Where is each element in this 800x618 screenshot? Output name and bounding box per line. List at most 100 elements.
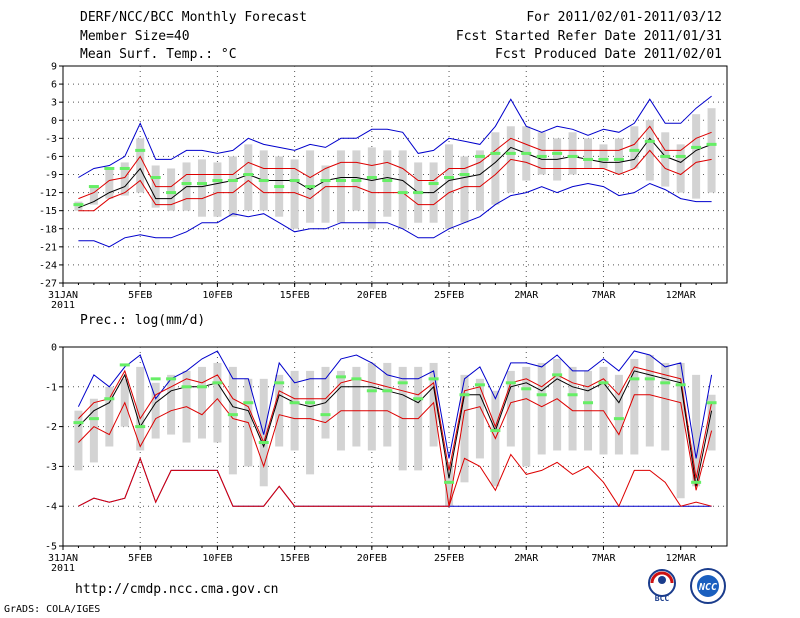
temp-y-tick-label: -3 — [45, 134, 57, 145]
prec-spread-box — [228, 366, 237, 475]
temp-spread-box — [661, 132, 670, 187]
prec-spread-box — [475, 378, 484, 459]
temp-observed-marker — [335, 179, 346, 183]
temp-observed-marker — [459, 173, 470, 176]
prec-observed-marker — [536, 393, 547, 397]
prec-spread-box — [352, 366, 361, 447]
temp-observed-marker — [243, 173, 254, 176]
temp-spread-box — [89, 186, 98, 205]
prec-spread-box — [151, 382, 160, 439]
prec-observed-marker — [521, 387, 532, 391]
prec-observed-marker — [181, 385, 192, 389]
prec-spread-box — [553, 358, 562, 451]
prec-spread-box — [661, 362, 670, 451]
temp-spread-box — [692, 114, 701, 199]
temp-observed-marker — [444, 176, 455, 180]
bcc-logo-globe — [658, 576, 666, 584]
temp-observed-marker — [227, 179, 238, 183]
prec-x-tick-label: 7MAR — [591, 553, 616, 564]
temp-observed-marker — [428, 182, 439, 186]
prec-observed-marker — [706, 401, 717, 405]
forecast-produced-date: Fcst Produced Date 2011/02/01 — [495, 47, 722, 62]
temp-observed-marker — [552, 151, 563, 155]
prec-observed-marker — [335, 375, 346, 379]
temp-y-tick-label: 3 — [51, 98, 57, 109]
temp-spread-box — [197, 159, 206, 217]
prec-observed-marker — [150, 377, 161, 381]
temp-observed-marker — [320, 179, 331, 183]
temp-observed-marker — [521, 151, 532, 155]
prec-observed-marker — [691, 480, 702, 484]
temp-spread-box — [568, 132, 577, 175]
prec-observed-marker — [505, 381, 516, 385]
temp-spread-box — [290, 159, 299, 229]
temp-spread-box — [614, 138, 623, 175]
temp-observed-marker — [289, 179, 300, 183]
bcc-logo-arc — [650, 571, 674, 584]
temp-observed-marker — [258, 179, 269, 183]
prec-y-tick-label: -2 — [45, 422, 57, 433]
temp-observed-marker — [706, 142, 717, 146]
temp-observed-marker — [104, 166, 115, 170]
temp-observed-marker — [397, 191, 408, 195]
temp-observed-marker — [644, 139, 655, 143]
prec-spread-box — [676, 362, 685, 499]
prec-x-tick-label: 31JAN — [48, 553, 78, 564]
prec-observed-marker — [119, 363, 130, 367]
temp-spread-box — [707, 108, 716, 193]
prec-y-tick-label: -1 — [45, 382, 57, 393]
prec-spread-box — [197, 366, 206, 439]
prec-observed-marker — [212, 381, 223, 385]
prec-spread-box — [522, 366, 531, 467]
temp-observed-marker — [691, 145, 702, 149]
precipitation-panel-title: Prec.: log(mm/d) — [80, 313, 206, 328]
prec-observed-marker — [366, 389, 377, 393]
temp-observed-marker — [490, 151, 501, 155]
temp-observed-marker — [305, 185, 316, 189]
temp-y-tick-label: -21 — [39, 242, 57, 253]
temp-y-tick-label: -27 — [39, 279, 57, 290]
temp-observed-marker — [166, 191, 177, 195]
prec-lowest-member-line — [78, 453, 712, 508]
temp-observed-marker — [613, 157, 624, 161]
temp-observed-marker — [536, 154, 547, 158]
temp-observed-marker — [413, 191, 424, 195]
prec-observed-marker — [675, 383, 686, 387]
temp-observed-marker — [196, 182, 207, 186]
temp-spread-box — [599, 144, 608, 169]
temp-observed-marker — [675, 154, 686, 158]
temp-spread-box — [383, 150, 392, 217]
prec-observed-marker — [196, 385, 207, 389]
prec-observed-marker — [490, 429, 501, 433]
temp-observed-marker — [181, 182, 192, 186]
temp-spread-box — [136, 138, 145, 193]
prec-year-label: 2011 — [51, 563, 75, 574]
prec-spread-box — [383, 362, 392, 447]
prec-spread-box — [290, 370, 299, 451]
temp-y-tick-label: 0 — [51, 116, 57, 127]
prec-observed-marker — [459, 393, 470, 397]
temp-x-tick-label: 7MAR — [591, 290, 616, 301]
temp-spread-box — [228, 156, 237, 217]
source-url[interactable]: http://cmdp.ncc.cma.gov.cn — [75, 582, 279, 597]
prec-observed-marker — [552, 373, 563, 377]
prec-observed-marker — [413, 397, 424, 401]
chart-title: DERF/NCC/BCC Monthly Forecast — [80, 10, 307, 25]
ncc-logo-globe — [697, 575, 719, 597]
prec-x-tick-label: 2MAR — [514, 553, 539, 564]
temp-plot-frame — [62, 65, 728, 284]
prec-observed-marker — [397, 381, 408, 385]
prec-spread-box — [275, 374, 284, 447]
prec-spread-box — [614, 374, 623, 455]
prec-observed-marker — [135, 425, 146, 429]
temp-observed-marker — [135, 148, 146, 152]
prec-spread-box — [630, 358, 639, 455]
grads-credit: GrADS: COLA/IGES — [4, 604, 101, 615]
prec-observed-marker — [444, 480, 455, 484]
temp-y-tick-label: -12 — [39, 188, 57, 199]
prec-y-tick-label: -3 — [45, 462, 57, 473]
temp-year-label: 2011 — [51, 300, 75, 311]
temp-spread-box — [537, 132, 546, 175]
